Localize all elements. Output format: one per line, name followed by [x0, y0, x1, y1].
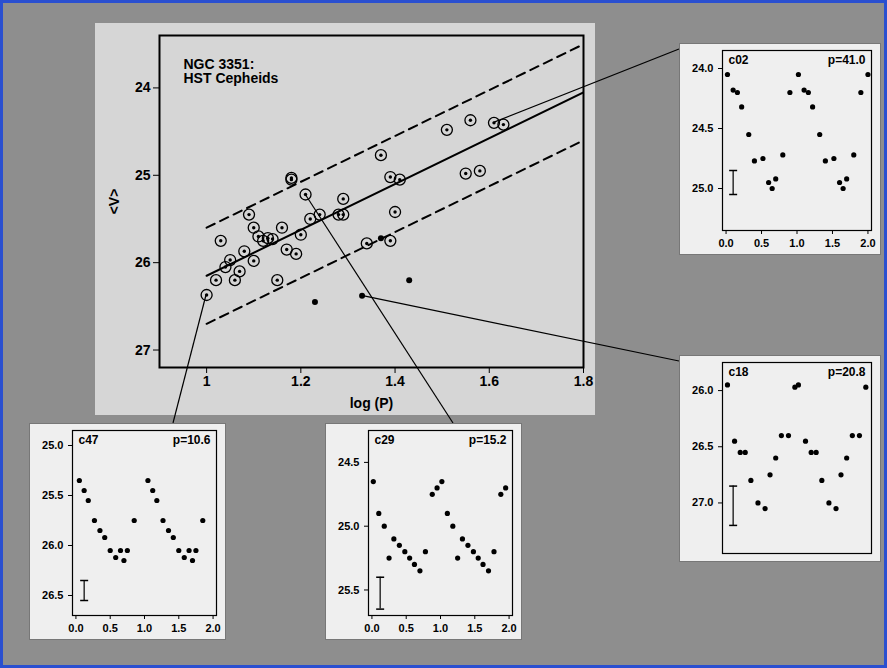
svg-text:c18: c18 — [729, 365, 749, 379]
svg-text:0.0: 0.0 — [68, 622, 83, 634]
svg-text:25.0: 25.0 — [692, 182, 713, 194]
svg-text:0.5: 0.5 — [399, 622, 414, 634]
svg-text:1.0: 1.0 — [789, 237, 804, 249]
svg-text:27: 27 — [135, 342, 151, 358]
svg-text:0.0: 0.0 — [364, 622, 379, 634]
svg-text:24: 24 — [135, 79, 151, 95]
svg-text:log (P): log (P) — [350, 395, 394, 411]
svg-text:26.0: 26.0 — [692, 384, 713, 396]
svg-text:25.5: 25.5 — [42, 489, 63, 501]
svg-text:2.0: 2.0 — [205, 622, 220, 634]
svg-text:1.2: 1.2 — [291, 373, 311, 389]
svg-text:0.5: 0.5 — [754, 237, 769, 249]
svg-text:0.5: 0.5 — [103, 622, 118, 634]
svg-text:24.5: 24.5 — [338, 456, 359, 468]
svg-text:26.0: 26.0 — [42, 539, 63, 551]
svg-text:NGC 3351:HST Cepheids: NGC 3351:HST Cepheids — [184, 56, 279, 86]
svg-text:26: 26 — [135, 254, 151, 270]
svg-text:c02: c02 — [729, 53, 749, 67]
svg-text:1.5: 1.5 — [171, 622, 186, 634]
svg-text:<V>: <V> — [106, 189, 122, 215]
svg-text:1.8: 1.8 — [574, 373, 594, 389]
svg-text:c29: c29 — [375, 433, 395, 447]
svg-text:1.5: 1.5 — [467, 622, 482, 634]
svg-text:26.5: 26.5 — [692, 440, 713, 452]
svg-text:26.5: 26.5 — [42, 589, 63, 601]
svg-text:1.0: 1.0 — [433, 622, 448, 634]
svg-text:27.0: 27.0 — [692, 496, 713, 508]
svg-text:1.0: 1.0 — [137, 622, 152, 634]
svg-text:p=15.2: p=15.2 — [469, 433, 507, 447]
svg-text:2.0: 2.0 — [860, 237, 875, 249]
svg-text:c47: c47 — [79, 433, 99, 447]
svg-text:1.5: 1.5 — [825, 237, 840, 249]
svg-text:1.6: 1.6 — [480, 373, 500, 389]
svg-text:0.0: 0.0 — [718, 237, 733, 249]
svg-text:25.0: 25.0 — [42, 439, 63, 451]
svg-text:p=20.8: p=20.8 — [828, 365, 866, 379]
svg-text:25.0: 25.0 — [338, 520, 359, 532]
svg-text:24.5: 24.5 — [692, 122, 713, 134]
svg-text:1.4: 1.4 — [385, 373, 405, 389]
svg-text:p=10.6: p=10.6 — [173, 433, 211, 447]
svg-text:24.0: 24.0 — [692, 62, 713, 74]
svg-text:2.0: 2.0 — [501, 622, 516, 634]
svg-text:1: 1 — [203, 373, 211, 389]
svg-text:25.5: 25.5 — [338, 584, 359, 596]
svg-text:25: 25 — [135, 167, 151, 183]
svg-text:p=41.0: p=41.0 — [828, 53, 866, 67]
